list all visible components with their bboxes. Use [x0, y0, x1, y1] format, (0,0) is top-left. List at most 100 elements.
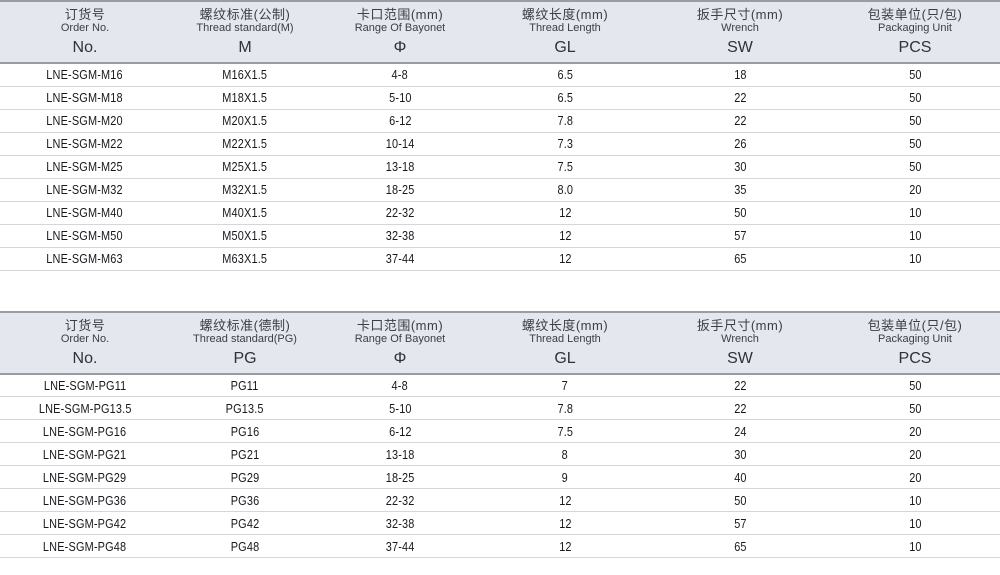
table-cell: LNE-SGM-M25 [0, 155, 170, 179]
column-header-no: 订货号 Order No. No. [0, 310, 170, 375]
header-row: 订货号 Order No. No. 螺纹标准(德制) Thread standard(P… [0, 310, 1000, 375]
cell-value: 22 [733, 400, 747, 416]
cell-value: LNE-SGM-PG42 [43, 515, 127, 531]
table-cell: M16X1.5 [170, 63, 320, 87]
table-cell: LNE-SGM-PG36 [0, 488, 170, 512]
column-label-en: Packaging Unit [878, 22, 952, 34]
cell-value: 30 [733, 446, 747, 462]
table-cell: 20 [830, 465, 1000, 489]
column-symbol: PCS [898, 39, 932, 56]
table-row: LNE-SGM-PG11 PG11 4-8 7 22 50 [0, 373, 1000, 397]
column-label-cn: 螺纹标准(公制) [199, 7, 291, 22]
cell-value: 7.3 [557, 136, 573, 151]
table-cell: M20X1.5 [170, 109, 320, 133]
cell-value: 10 [908, 228, 922, 243]
cell-value: 50 [908, 400, 922, 416]
column-header-pcs: 包装单位(只/包) Packaging Unit PCS [830, 0, 1000, 64]
cell-value: LNE-SGM-M25 [46, 159, 124, 174]
column-symbol: PG [233, 349, 257, 367]
column-label-cn: 扳手尺寸(mm) [696, 317, 784, 333]
table-cell: 57 [650, 224, 830, 248]
table-cell: 50 [650, 201, 830, 225]
cell-value: PG16 [230, 423, 260, 439]
cell-value: LNE-SGM-PG16 [43, 423, 127, 439]
table-cell: 18-25 [320, 178, 480, 202]
table-cell: 18-25 [320, 465, 480, 489]
cell-value: 8.0 [557, 182, 573, 197]
table-cell: LNE-SGM-PG42 [0, 511, 170, 535]
cell-value: 12 [558, 251, 572, 266]
cell-value: LNE-SGM-M22 [46, 136, 124, 151]
cell-value: 10 [908, 205, 922, 220]
table-cell: 7.8 [480, 109, 650, 133]
table-cell: 22 [650, 396, 830, 420]
cell-value: LNE-SGM-M50 [46, 228, 124, 243]
table-cell: PG42 [170, 511, 320, 535]
column-symbol: PCS [898, 349, 932, 367]
cell-value: LNE-SGM-M40 [46, 205, 124, 220]
column-label-en: Thread standard(PG) [193, 332, 297, 345]
table-cell: PG11 [170, 373, 320, 397]
table-cell: LNE-SGM-PG29 [0, 465, 170, 489]
cell-value: 6.5 [557, 67, 573, 83]
cell-value: 12 [558, 515, 572, 531]
table-cell: 26 [650, 132, 830, 156]
cell-value: LNE-SGM-PG13.5 [38, 400, 132, 416]
table-cell: 65 [650, 534, 830, 558]
column-symbol: Φ [393, 349, 407, 367]
table-cell: M50X1.5 [170, 224, 320, 248]
table-cell: LNE-SGM-M16 [0, 63, 170, 87]
column-label-en: Wrench [721, 22, 759, 34]
table-cell: LNE-SGM-PG48 [0, 534, 170, 558]
cell-value: 24 [733, 423, 747, 439]
cell-value: M18X1.5 [222, 90, 268, 105]
column-label-cn: 螺纹标准(德制) [199, 317, 291, 333]
column-label-en: Order No. [60, 332, 110, 345]
table-cell: 12 [480, 247, 650, 271]
table-cell: LNE-SGM-M32 [0, 178, 170, 202]
cell-value: M16X1.5 [222, 67, 268, 83]
cell-value: 8 [561, 446, 569, 462]
table-row: LNE-SGM-M25 M25X1.5 13-18 7.5 30 50 [0, 155, 1000, 179]
table-cell: 13-18 [320, 442, 480, 466]
column-label-cn: 螺纹长度(mm) [521, 7, 609, 22]
table-cell: 6.5 [480, 63, 650, 87]
cell-value: 13-18 [385, 446, 415, 462]
cell-value: 6-12 [388, 423, 412, 439]
cell-value: 50 [733, 492, 747, 508]
cell-value: 7 [561, 377, 569, 393]
column-label-en: Range Of Bayonet [354, 332, 446, 345]
table-cell: 12 [480, 511, 650, 535]
cell-value: 18 [733, 67, 747, 83]
table-row: LNE-SGM-M32 M32X1.5 18-25 8.0 35 20 [0, 178, 1000, 202]
table-header: 订货号 Order No. No. 螺纹标准(德制) Thread standard(P… [0, 310, 1000, 375]
column-label-en: Packaging Unit [878, 332, 952, 345]
table-row: LNE-SGM-M40 M40X1.5 22-32 12 50 10 [0, 201, 1000, 225]
column-symbol: No. [72, 349, 98, 367]
table-cell: LNE-SGM-M63 [0, 247, 170, 271]
cell-value: PG42 [230, 515, 260, 531]
cell-value: 22-32 [385, 492, 415, 508]
table-cell: 4-8 [320, 63, 480, 87]
table-cell: 6-12 [320, 419, 480, 443]
cell-value: LNE-SGM-PG48 [43, 538, 127, 554]
table-cell: PG36 [170, 488, 320, 512]
column-symbol: M [238, 39, 252, 56]
cell-value: 57 [733, 515, 747, 531]
table-cell: M25X1.5 [170, 155, 320, 179]
cell-value: 9 [561, 469, 569, 485]
column-header-pcs: 包装单位(只/包) Packaging Unit PCS [830, 310, 1000, 375]
table-cell: 7 [480, 373, 650, 397]
table-cell: 32-38 [320, 511, 480, 535]
column-header-: 卡口范围(mm) Range Of Bayonet Φ [320, 310, 480, 375]
column-label-en: Thread Length [529, 22, 601, 34]
cell-value: 10 [908, 515, 922, 531]
cell-value: 10 [908, 251, 922, 266]
cell-value: 50 [908, 136, 922, 151]
cell-value: PG29 [230, 469, 260, 485]
table-row: LNE-SGM-M63 M63X1.5 37-44 12 65 10 [0, 247, 1000, 271]
table-cell: M22X1.5 [170, 132, 320, 156]
table-body: LNE-SGM-PG11 PG11 4-8 7 22 50 LNE-SGM-PG13.5 PG… [0, 373, 1000, 558]
table-row: LNE-SGM-PG36 PG36 22-32 12 50 10 [0, 488, 1000, 512]
cell-value: 12 [558, 492, 572, 508]
